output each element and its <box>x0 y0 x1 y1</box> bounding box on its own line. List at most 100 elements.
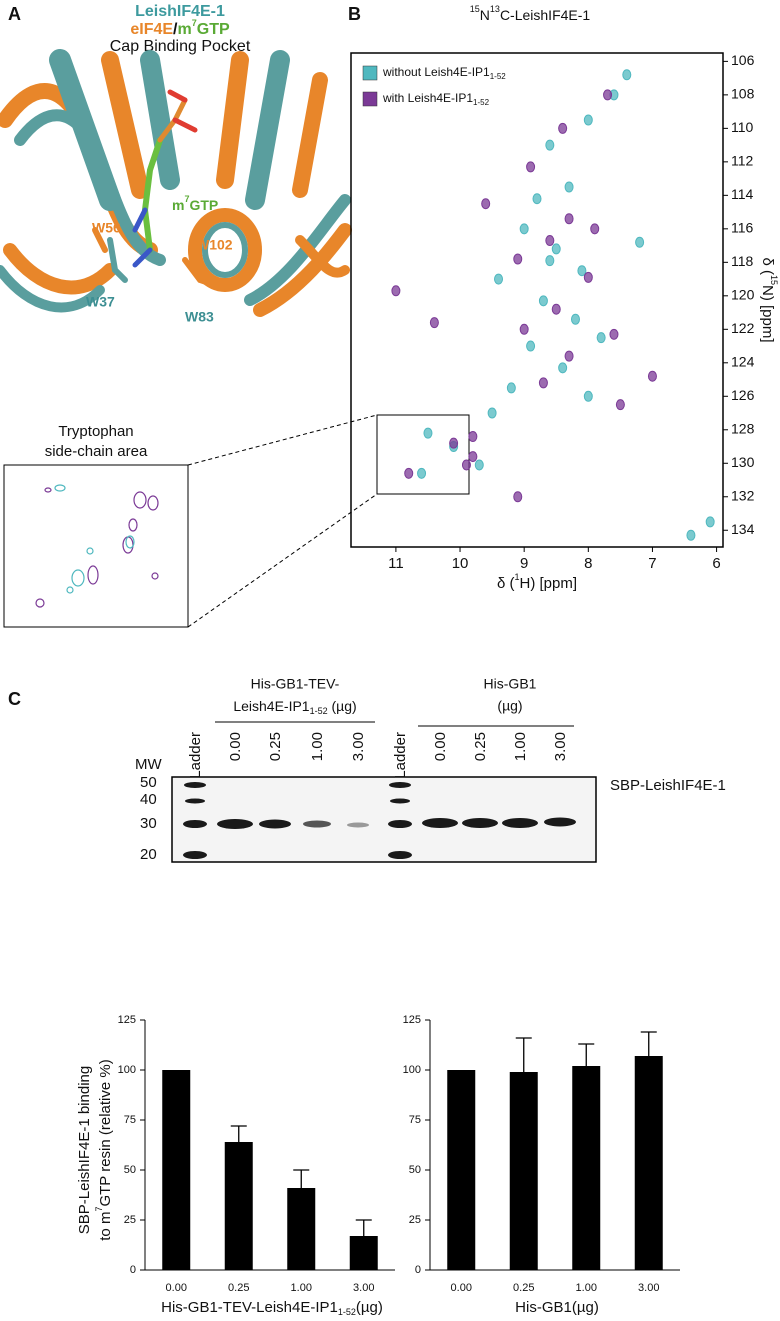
lane-label: 0.25 <box>267 732 284 761</box>
lane-label: 0.00 <box>227 732 244 761</box>
bar <box>287 1188 316 1270</box>
peak <box>635 236 645 248</box>
mw-marker: 30 <box>140 815 157 832</box>
peak <box>487 407 497 419</box>
peak <box>423 427 433 439</box>
text: 1-52 <box>473 98 490 107</box>
peak <box>474 459 484 471</box>
protein-structure <box>0 49 352 317</box>
peak <box>391 285 401 297</box>
panel-label: C <box>8 689 21 709</box>
y-tick-label: 106 <box>731 52 755 68</box>
peak <box>558 362 568 374</box>
inset-frame <box>3 464 189 628</box>
y-tick-label: 100 <box>118 1064 136 1076</box>
text: (µg) <box>328 698 357 714</box>
x-tick-label: 6 <box>712 555 720 572</box>
peak <box>545 255 555 267</box>
lane-label: 0.25 <box>472 732 489 761</box>
error-bar <box>578 1043 595 1066</box>
peak <box>545 139 555 151</box>
y-tick-label: 134 <box>731 521 755 537</box>
bar <box>572 1066 601 1270</box>
y-tick-label: 0 <box>415 1264 421 1276</box>
text: eIF4E <box>130 21 173 38</box>
error-bar <box>515 1037 532 1072</box>
panel-label: B <box>348 4 361 24</box>
legend-label: with Leish4E-IP11-52 <box>382 91 490 107</box>
x-tick-label: 9 <box>520 555 528 572</box>
bar <box>509 1072 538 1270</box>
peak <box>647 370 657 382</box>
mw-marker: 50 <box>140 774 157 791</box>
error-bar <box>640 1031 657 1056</box>
peak <box>583 114 593 126</box>
residue-label: W56 <box>92 220 121 236</box>
text: m <box>178 21 192 38</box>
lane-label: Ladder <box>187 732 204 779</box>
legend-swatch <box>362 91 378 107</box>
peak <box>622 69 632 81</box>
chart-title: 15N13C-LeishIF4E-1 <box>470 4 591 22</box>
bar <box>447 1070 476 1270</box>
peak <box>519 223 529 235</box>
peak <box>558 122 568 134</box>
text: N) [ppm] <box>759 285 776 343</box>
peak <box>532 193 542 205</box>
y-tick-label: 75 <box>124 1114 136 1126</box>
y-tick-label: 120 <box>731 287 755 303</box>
y-tick-label: 0 <box>130 1264 136 1276</box>
text: GTP resin (relative %) <box>97 1059 114 1206</box>
peak <box>404 467 414 479</box>
legend-label: without Leish4E-IP11-52 <box>382 65 506 81</box>
x-tick-label: 10 <box>452 555 469 572</box>
peak <box>468 451 478 463</box>
peak <box>564 181 574 193</box>
peak <box>609 328 619 340</box>
text: GTP <box>197 21 230 38</box>
y-tick-label: 108 <box>731 86 755 102</box>
text: 7 <box>184 194 189 204</box>
x-tick-label: 8 <box>584 555 592 572</box>
residue-label: W102 <box>196 237 233 253</box>
peak <box>526 161 536 173</box>
y-tick-label: 100 <box>403 1064 421 1076</box>
peak <box>564 350 574 362</box>
text: with Leish4E-IP1 <box>382 91 473 105</box>
bar <box>224 1142 253 1270</box>
peak <box>686 529 696 541</box>
peak <box>468 430 478 442</box>
x-tick-label: 3.00 <box>638 1282 659 1294</box>
lane-label: 3.00 <box>552 732 569 761</box>
inset-title: Tryptophan <box>58 423 133 440</box>
peak <box>545 235 555 247</box>
legend-swatch <box>362 65 378 81</box>
x-axis-label: His-GB1(µg) <box>515 1299 599 1316</box>
peak <box>538 377 548 389</box>
x-tick-label: 0.25 <box>228 1282 249 1294</box>
bar <box>162 1070 191 1270</box>
title: Cap Binding Pocket <box>110 38 251 55</box>
x-tick-label: 3.00 <box>353 1282 374 1294</box>
peak <box>519 323 529 335</box>
y-tick-label: 122 <box>731 320 755 336</box>
group-header: His-GB1-TEV- <box>251 676 340 692</box>
x-tick-label: 0.00 <box>166 1282 187 1294</box>
y-tick-label: 130 <box>731 454 755 470</box>
text: N <box>480 7 490 23</box>
text: δ ( <box>497 575 515 592</box>
peak <box>538 295 548 307</box>
band-label: SBP-LeishIF4E-1 <box>610 777 726 794</box>
title: eIF4E/m7GTP <box>130 18 230 38</box>
plot-frame <box>350 52 724 548</box>
peak <box>551 303 561 315</box>
bar <box>634 1056 663 1270</box>
peak <box>513 253 523 265</box>
peak <box>513 491 523 503</box>
peak <box>506 382 516 394</box>
y-tick-label: 25 <box>409 1214 421 1226</box>
residue-label: W83 <box>185 309 214 325</box>
text: His-GB1-TEV-Leish4E-IP1 <box>161 1299 338 1316</box>
x-tick-label: 7 <box>648 555 656 572</box>
peak <box>526 340 536 352</box>
